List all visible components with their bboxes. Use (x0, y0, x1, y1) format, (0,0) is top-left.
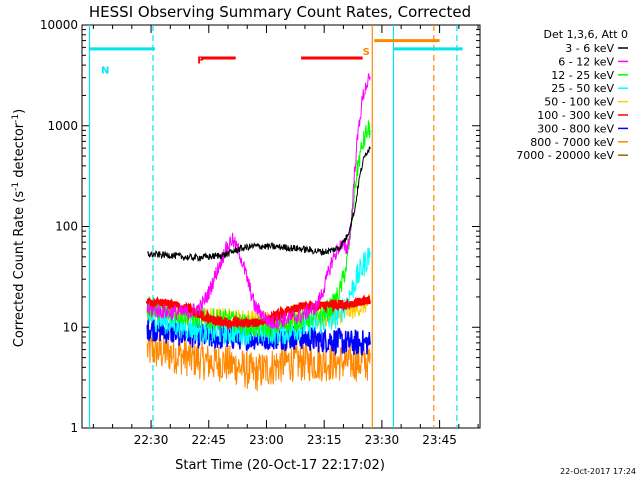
y-tick-label: 10000 (40, 18, 78, 32)
x-axis-label: Start Time (20-Oct-17 22:17:02) (175, 458, 385, 473)
x-tick-label: 23:45 (422, 433, 457, 447)
y-axis-label-mid: detector (12, 122, 27, 182)
x-tick-label: 23:15 (307, 433, 342, 447)
flag-label-n: N (101, 66, 109, 77)
legend-label: 25 - 50 keV (551, 82, 614, 95)
legend-label: 6 - 12 keV (558, 55, 614, 68)
y-tick-label: 100 (55, 220, 78, 234)
y-tick-label: 1 (70, 421, 78, 435)
y-axis-label: Corrected Count Rate (s-1 detector-1) (11, 109, 27, 347)
series-line-1 (146, 72, 371, 330)
flag-label-s: S (363, 47, 370, 58)
chart-title: HESSI Observing Summary Count Rates, Cor… (89, 3, 471, 21)
series-line-0 (146, 146, 371, 263)
y-axis-label-sup1: -1 (11, 182, 21, 191)
legend-label: 300 - 800 keV (537, 122, 614, 135)
legend-label: 100 - 300 keV (537, 109, 614, 122)
x-tick-label: 23:00 (249, 433, 284, 447)
y-tick-label: 10 (63, 320, 78, 334)
legend-label: 12 - 25 keV (551, 69, 614, 82)
flag-label-f: F (197, 55, 204, 66)
legend-label: 7000 - 20000 keV (516, 149, 614, 162)
legend-label: 50 - 100 keV (544, 96, 614, 109)
x-tick-label: 23:30 (365, 433, 400, 447)
y-tick-label: 1000 (47, 119, 78, 133)
legend-label: 800 - 7000 keV (530, 136, 614, 149)
plot-area: 1 10 100 1000 10000 22:30 22:45 23:00 23:15 23:30… (40, 18, 481, 447)
y-axis-label-main: Corrected Count Rate (s (12, 191, 27, 348)
y-axis-label-end: ) (12, 109, 27, 114)
legend-header: Det 1,3,6, Att 0 (544, 28, 628, 41)
x-tick-label: 22:30 (134, 433, 169, 447)
legend-label: 3 - 6 keV (565, 42, 614, 55)
series-line-7 (146, 330, 371, 392)
y-axis-label-sup2: -1 (11, 114, 21, 123)
x-tick-label: 22:45 (191, 433, 226, 447)
footer-date: 22-Oct-2017 17:24 (560, 467, 636, 476)
